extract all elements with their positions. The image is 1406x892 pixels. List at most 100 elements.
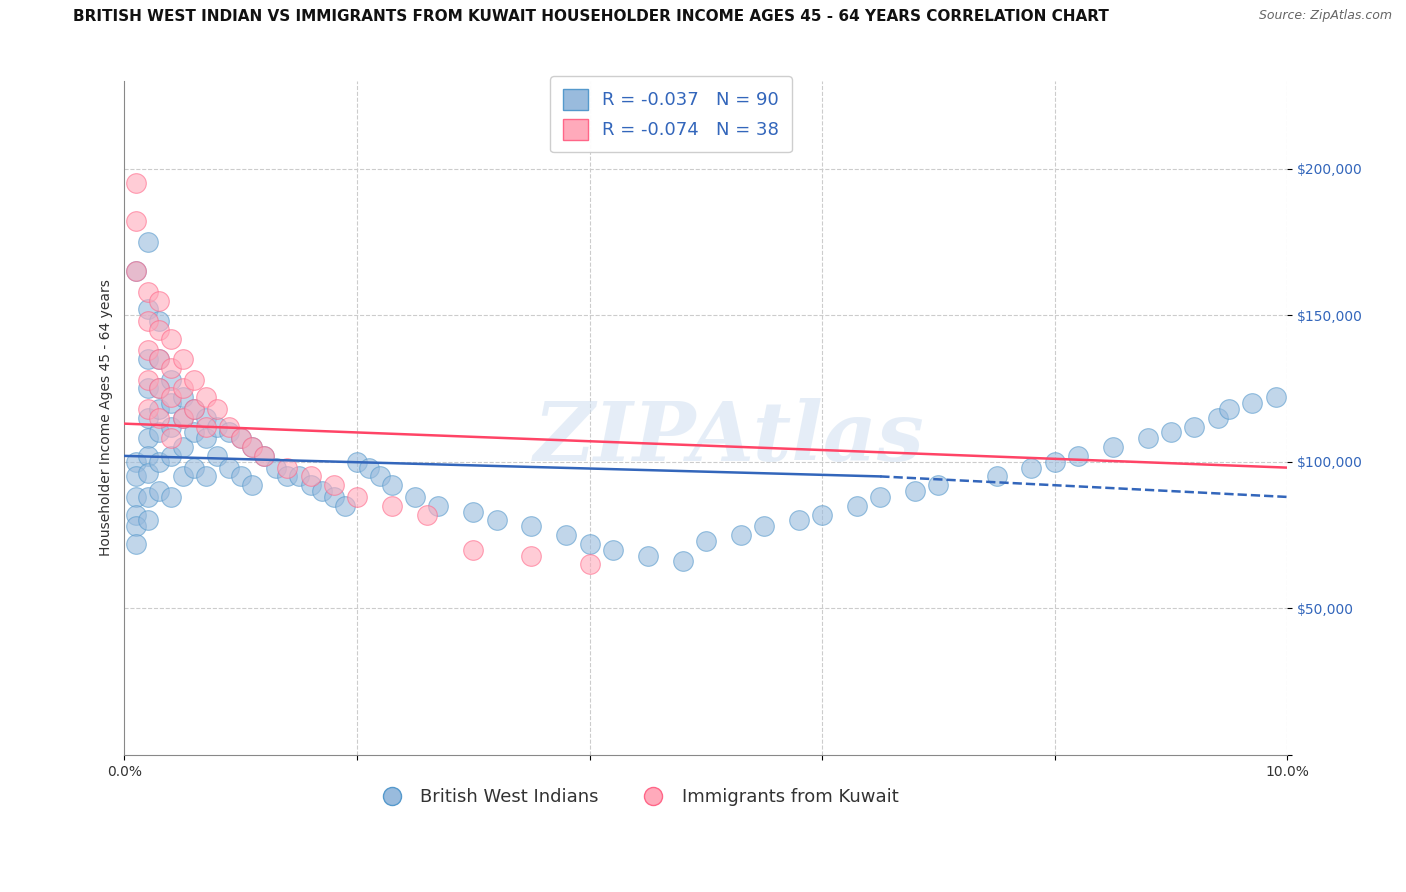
Point	[264, 460, 287, 475]
Point	[578, 537, 600, 551]
Point	[578, 558, 600, 572]
Point	[148, 402, 170, 417]
Point	[172, 390, 194, 404]
Point	[381, 478, 404, 492]
Point	[160, 449, 183, 463]
Point	[183, 402, 205, 417]
Point	[125, 455, 148, 469]
Point	[136, 490, 159, 504]
Point	[335, 499, 357, 513]
Point	[1043, 455, 1066, 469]
Point	[253, 449, 276, 463]
Point	[242, 478, 264, 492]
Point	[311, 484, 333, 499]
Point	[160, 390, 183, 404]
Point	[136, 285, 159, 299]
Point	[160, 361, 183, 376]
Point	[207, 449, 229, 463]
Point	[136, 302, 159, 317]
Point	[148, 352, 170, 367]
Point	[172, 382, 194, 396]
Point	[125, 519, 148, 533]
Point	[346, 455, 368, 469]
Text: BRITISH WEST INDIAN VS IMMIGRANTS FROM KUWAIT HOUSEHOLDER INCOME AGES 45 - 64 YE: BRITISH WEST INDIAN VS IMMIGRANTS FROM K…	[73, 9, 1108, 24]
Point	[427, 499, 450, 513]
Point	[148, 382, 170, 396]
Point	[357, 460, 380, 475]
Point	[299, 478, 322, 492]
Point	[194, 419, 217, 434]
Point	[520, 549, 543, 563]
Point	[695, 533, 717, 548]
Point	[1160, 425, 1182, 440]
Point	[602, 542, 624, 557]
Point	[218, 425, 240, 440]
Point	[1067, 449, 1090, 463]
Point	[136, 431, 159, 445]
Point	[160, 490, 183, 504]
Point	[136, 343, 159, 358]
Point	[637, 549, 659, 563]
Point	[148, 293, 170, 308]
Point	[172, 440, 194, 454]
Text: ZIPAtlas: ZIPAtlas	[534, 398, 925, 478]
Point	[148, 410, 170, 425]
Point	[148, 455, 170, 469]
Point	[218, 419, 240, 434]
Point	[322, 478, 344, 492]
Point	[520, 519, 543, 533]
Point	[299, 469, 322, 483]
Point	[811, 508, 834, 522]
Point	[148, 352, 170, 367]
Point	[172, 469, 194, 483]
Point	[136, 235, 159, 249]
Point	[242, 440, 264, 454]
Point	[148, 314, 170, 328]
Point	[229, 431, 252, 445]
Point	[194, 410, 217, 425]
Point	[288, 469, 311, 483]
Point	[136, 513, 159, 527]
Point	[125, 176, 148, 190]
Point	[322, 490, 344, 504]
Y-axis label: Householder Income Ages 45 - 64 years: Householder Income Ages 45 - 64 years	[100, 279, 114, 557]
Legend: British West Indians, Immigrants from Kuwait: British West Indians, Immigrants from Ku…	[366, 780, 905, 814]
Point	[136, 467, 159, 481]
Point	[183, 373, 205, 387]
Point	[1264, 390, 1286, 404]
Point	[136, 314, 159, 328]
Point	[276, 469, 298, 483]
Point	[229, 431, 252, 445]
Point	[1218, 402, 1240, 417]
Point	[1241, 396, 1264, 410]
Point	[160, 332, 183, 346]
Point	[125, 490, 148, 504]
Point	[160, 419, 183, 434]
Point	[148, 425, 170, 440]
Point	[125, 264, 148, 278]
Point	[148, 323, 170, 337]
Point	[160, 431, 183, 445]
Point	[752, 519, 775, 533]
Point	[160, 373, 183, 387]
Point	[463, 505, 485, 519]
Point	[136, 449, 159, 463]
Point	[242, 440, 264, 454]
Point	[207, 402, 229, 417]
Point	[172, 410, 194, 425]
Point	[136, 352, 159, 367]
Point	[183, 402, 205, 417]
Point	[346, 490, 368, 504]
Point	[194, 431, 217, 445]
Point	[381, 499, 404, 513]
Point	[136, 410, 159, 425]
Point	[404, 490, 426, 504]
Point	[463, 542, 485, 557]
Point	[1206, 410, 1229, 425]
Point	[125, 508, 148, 522]
Point	[846, 499, 869, 513]
Point	[368, 469, 391, 483]
Point	[148, 382, 170, 396]
Point	[485, 513, 508, 527]
Point	[1102, 440, 1125, 454]
